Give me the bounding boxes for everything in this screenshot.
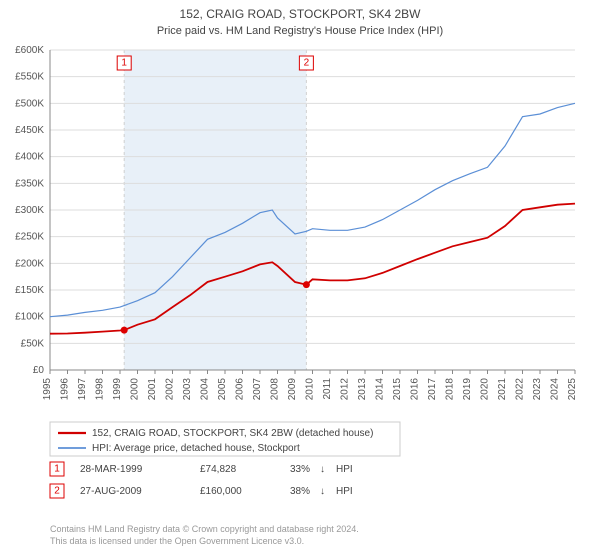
sale-arrow: ↓ <box>320 464 325 475</box>
y-tick-label: £50K <box>21 338 45 349</box>
x-tick-label: 2001 <box>147 378 158 401</box>
y-tick-label: £350K <box>15 178 44 189</box>
x-tick-label: 2006 <box>235 378 246 401</box>
sale-marker-label: 1 <box>54 464 60 475</box>
chart-svg: 152, CRAIG ROAD, STOCKPORT, SK4 2BW Price… <box>0 0 600 560</box>
y-tick-label: £450K <box>15 125 44 136</box>
y-tick-label: £250K <box>15 232 44 243</box>
sale-pct: 33% <box>290 464 310 475</box>
y-tick-label: £200K <box>15 258 44 269</box>
x-tick-label: 2010 <box>305 378 316 401</box>
legend-label: 152, CRAIG ROAD, STOCKPORT, SK4 2BW (det… <box>92 428 373 439</box>
sale-marker-label: 2 <box>54 486 60 497</box>
x-tick-label: 2015 <box>392 378 403 401</box>
legend-label: HPI: Average price, detached house, Stoc… <box>92 443 300 454</box>
chart-marker-label: 1 <box>121 58 127 69</box>
sale-vs: HPI <box>336 464 353 475</box>
x-tick-label: 2008 <box>270 378 281 401</box>
x-tick-label: 2014 <box>375 378 386 401</box>
x-tick-label: 2021 <box>497 378 508 401</box>
sale-point <box>303 281 310 288</box>
sale-vs: HPI <box>336 486 353 497</box>
x-tick-label: 1997 <box>77 378 88 401</box>
y-tick-label: £500K <box>15 98 44 109</box>
x-tick-label: 1995 <box>42 378 53 401</box>
x-tick-label: 2011 <box>322 378 333 400</box>
x-tick-label: 2002 <box>165 378 176 401</box>
x-tick-label: 2016 <box>410 378 421 401</box>
chart-title: 152, CRAIG ROAD, STOCKPORT, SK4 2BW <box>180 7 422 21</box>
sale-date: 28-MAR-1999 <box>80 464 143 475</box>
y-tick-label: £100K <box>15 312 44 323</box>
chart-marker-label: 2 <box>304 58 310 69</box>
sale-date: 27-AUG-2009 <box>80 486 142 497</box>
chart-subtitle: Price paid vs. HM Land Registry's House … <box>157 25 443 37</box>
x-tick-label: 2007 <box>252 378 263 401</box>
x-tick-label: 2003 <box>182 378 193 401</box>
sale-price: £160,000 <box>200 486 242 497</box>
x-tick-label: 2023 <box>532 378 543 401</box>
y-tick-label: £550K <box>15 72 44 83</box>
x-tick-label: 2004 <box>200 378 211 401</box>
sale-pct: 38% <box>290 486 310 497</box>
sale-price: £74,828 <box>200 464 237 475</box>
y-tick-label: £400K <box>15 152 44 163</box>
x-tick-label: 2024 <box>550 378 561 401</box>
y-tick-label: £150K <box>15 285 44 296</box>
footer-line-2: This data is licensed under the Open Gov… <box>50 536 304 546</box>
sale-arrow: ↓ <box>320 486 325 497</box>
sale-point <box>121 327 128 334</box>
footer-line-1: Contains HM Land Registry data © Crown c… <box>50 524 359 534</box>
x-tick-label: 2019 <box>462 378 473 401</box>
x-tick-label: 2022 <box>515 378 526 401</box>
x-tick-label: 1996 <box>60 378 71 401</box>
x-tick-label: 2018 <box>445 378 456 401</box>
x-tick-label: 2009 <box>287 378 298 401</box>
x-tick-label: 2005 <box>217 378 228 401</box>
x-tick-label: 2013 <box>357 378 368 401</box>
x-tick-label: 2025 <box>567 378 578 401</box>
y-tick-label: £0 <box>33 365 45 376</box>
y-tick-label: £300K <box>15 205 44 216</box>
x-tick-label: 1999 <box>112 378 123 401</box>
x-tick-label: 2020 <box>480 378 491 401</box>
x-tick-label: 1998 <box>95 378 106 401</box>
x-tick-label: 2012 <box>340 378 351 401</box>
x-tick-label: 2000 <box>130 378 141 401</box>
y-tick-label: £600K <box>15 45 44 56</box>
x-tick-label: 2017 <box>427 378 438 401</box>
